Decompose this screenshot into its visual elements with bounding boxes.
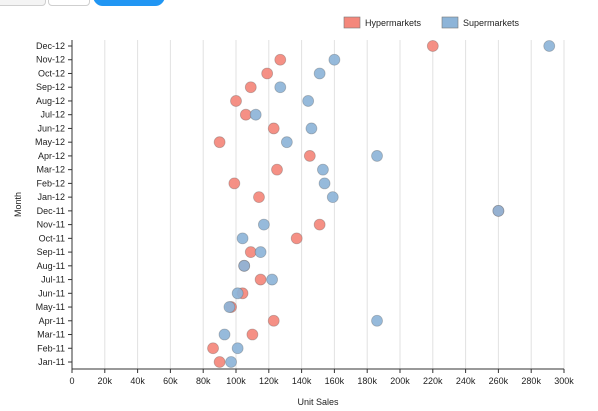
- y-tick-label: Nov-12: [36, 55, 65, 65]
- point-supermarkets: [302, 95, 315, 107]
- y-tick-label: Apr-12: [38, 151, 65, 161]
- point-supermarkets: [318, 177, 331, 190]
- legend-swatch: [343, 16, 361, 29]
- point-hypermarkets: [230, 95, 242, 107]
- x-tick-label: 300k: [554, 376, 574, 386]
- point-hypermarkets: [254, 273, 267, 286]
- grid-lines: [104, 40, 565, 369]
- x-tick-label: 0: [69, 376, 74, 386]
- y-tick-label: Sep-12: [36, 82, 65, 92]
- point-hypermarkets: [290, 232, 303, 245]
- point-hypermarkets: [271, 163, 283, 176]
- point-supermarkets: [257, 218, 270, 231]
- point-hypermarkets: [213, 356, 226, 368]
- point-supermarkets: [326, 191, 339, 204]
- point-supermarkets: [238, 259, 251, 272]
- y-tick-label: Mar-11: [37, 330, 65, 340]
- point-supermarkets: [492, 204, 505, 217]
- point-hypermarkets: [246, 328, 259, 341]
- point-hypermarkets: [261, 67, 274, 80]
- point-hypermarkets: [244, 246, 257, 258]
- x-tick-label: 260k: [489, 376, 509, 386]
- y-tick-label: Aug-11: [37, 261, 65, 271]
- point-supermarkets: [543, 40, 556, 52]
- y-tick-label: Dec-12: [36, 41, 65, 51]
- y-tick-label: Apr-11: [39, 316, 65, 326]
- y-tick-label: Jul-11: [41, 275, 65, 285]
- point-hypermarkets: [213, 136, 226, 149]
- x-tick-label: 140k: [292, 376, 312, 386]
- point-hypermarkets: [207, 342, 219, 355]
- point-hypermarkets: [228, 177, 241, 190]
- x-tick-label: 160k: [325, 376, 345, 386]
- x-tick-label: 40k: [130, 376, 145, 386]
- point-supermarkets: [371, 314, 383, 327]
- y-tick-label: Oct-12: [38, 68, 65, 78]
- x-tick-label: 280k: [521, 376, 541, 386]
- x-tick-label: 180k: [357, 376, 377, 386]
- point-supermarkets: [274, 81, 287, 94]
- x-tick-label: 240k: [456, 376, 476, 386]
- x-axis: 0 20k 40k 60k 80k 100k 120k 140k 160k 180k 200k 220…: [69, 368, 574, 386]
- point-supermarkets: [254, 246, 267, 258]
- x-tick-label: 20k: [98, 376, 113, 386]
- y-axis: Dec-12 Nov-12 Oct-12 Sep-12 Aug-12 Jul-12 Jun-…: [35, 40, 73, 369]
- y-tick-label: May-11: [36, 302, 65, 312]
- y-tick-label: Nov-11: [37, 220, 65, 230]
- point-hypermarkets: [267, 122, 280, 135]
- x-axis-title: Unit Sales: [297, 397, 339, 407]
- y-tick-label: Jan-12: [37, 192, 65, 202]
- x-tick-label: 80k: [196, 376, 211, 386]
- point-hypermarkets: [426, 40, 439, 52]
- y-tick-label: Oct-11: [39, 233, 65, 243]
- legend-label: Supermarkets: [463, 18, 520, 28]
- point-supermarkets: [231, 287, 244, 300]
- point-supermarkets: [249, 108, 262, 121]
- point-hypermarkets: [267, 314, 280, 327]
- y-tick-label: Feb-11: [37, 343, 65, 353]
- x-tick-label: 200k: [390, 376, 410, 386]
- y-tick-label: Aug-12: [36, 96, 65, 106]
- x-tick-label: 120k: [259, 376, 279, 386]
- y-tick-label: Jan-11: [38, 357, 65, 367]
- legend-label: Hypermarkets: [365, 18, 422, 28]
- y-axis-title: Month: [13, 192, 23, 217]
- x-tick-label: 220k: [423, 376, 443, 386]
- toolbar-button-1[interactable]: [0, 0, 46, 6]
- point-supermarkets: [223, 301, 236, 313]
- point-supermarkets: [305, 122, 318, 135]
- toolbar-button-2[interactable]: [48, 0, 90, 6]
- point-hypermarkets: [239, 108, 252, 121]
- point-supermarkets: [225, 356, 237, 368]
- point-supermarkets: [313, 67, 326, 80]
- y-tick-label: May-12: [35, 137, 65, 147]
- y-tick-label: Jun-12: [37, 123, 65, 133]
- x-tick-label: 100k: [226, 376, 246, 386]
- y-tick-label: Feb-12: [36, 178, 65, 188]
- point-supermarkets: [236, 232, 249, 245]
- x-tick-label: 60k: [163, 376, 178, 386]
- point-supermarkets: [218, 328, 231, 341]
- point-hypermarkets: [303, 150, 316, 162]
- point-supermarkets: [317, 163, 329, 176]
- point-supermarkets: [231, 342, 244, 355]
- y-tick-label: Sep-11: [37, 247, 65, 257]
- y-tick-label: Jul-12: [40, 110, 65, 120]
- point-supermarkets: [371, 150, 383, 162]
- point-hypermarkets: [253, 191, 265, 204]
- point-supermarkets: [280, 136, 293, 149]
- point-supermarkets: [266, 273, 278, 286]
- y-tick-label: Mar-12: [36, 165, 65, 175]
- point-hypermarkets: [313, 218, 326, 231]
- point-supermarkets: [328, 53, 341, 66]
- legend-swatch: [441, 16, 459, 29]
- y-tick-label: Dec-11: [37, 206, 65, 216]
- point-hypermarkets: [244, 81, 257, 94]
- legend: Hypermarkets Supermarkets: [343, 16, 520, 29]
- data-points: [207, 40, 556, 368]
- y-tick-label: Jun-11: [38, 288, 65, 298]
- point-hypermarkets: [274, 53, 287, 66]
